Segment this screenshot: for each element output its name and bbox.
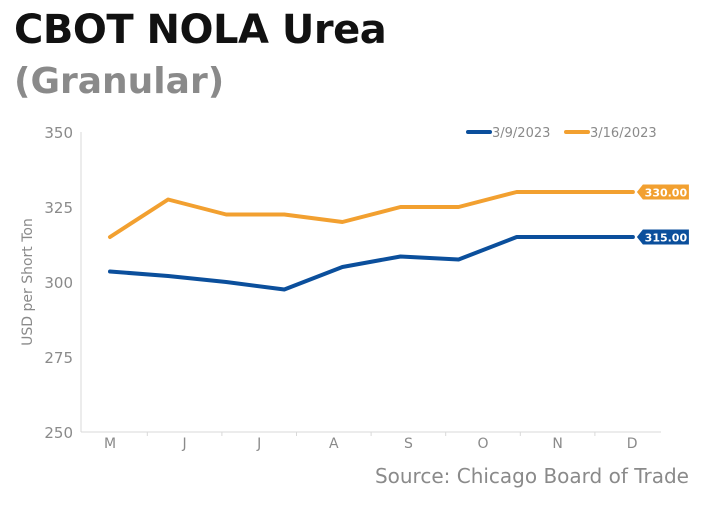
legend-label: 3/16/2023 [590,126,657,141]
end-value-label: 315.00 [645,232,688,245]
series-line-2 [108,190,635,239]
chart-subtitle: (Granular) [14,61,225,102]
y-tick-label: 325 [44,199,73,217]
x-tick-label: O [477,436,488,452]
x-tick-label: D [627,436,638,452]
end-value-tag [636,229,689,245]
x-tick-label: J [256,436,261,452]
legend-label: 3/9/2023 [492,126,550,141]
source-note: Source: Chicago Board of Trade [374,464,689,488]
y-tick-label: 300 [44,274,73,292]
end-value-tag [636,184,689,200]
end-value-label: 330.00 [645,187,688,200]
x-tick-label: S [404,436,413,452]
y-tick-label: 350 [44,124,73,142]
y-tick-label: 250 [44,424,73,442]
y-axis-title: USD per Short Ton [20,218,36,346]
x-tick-label: J [182,436,187,452]
x-tick-label: A [329,436,339,452]
series-line-1 [108,235,635,292]
chart-title: CBOT NOLA Urea [14,7,387,53]
x-tick-label: N [552,436,562,452]
y-tick-label: 275 [44,349,73,367]
x-tick-label: M [104,436,116,452]
